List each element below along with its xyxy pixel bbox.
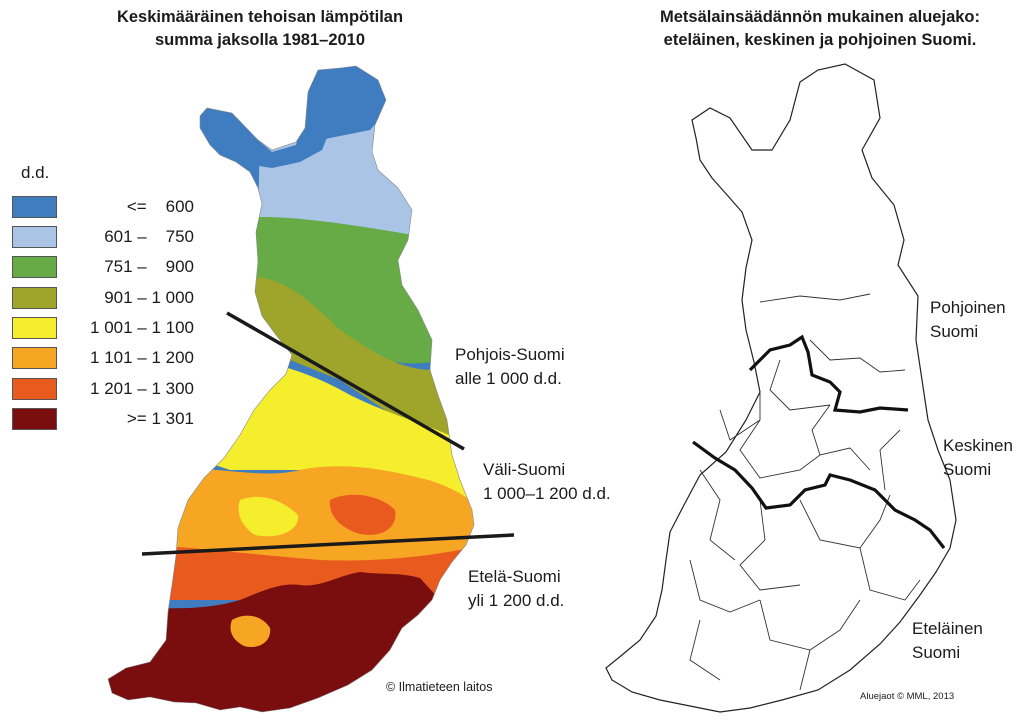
finland-outline-left: [107, 65, 475, 713]
legend-label: 601 – 750: [104, 227, 194, 246]
legend-label: 1 201 – 1 300: [90, 379, 194, 398]
legend-swatch: [12, 287, 57, 309]
legend-item: 601 – 750: [12, 226, 202, 250]
legend-swatch: [12, 256, 57, 278]
temperature-zone: [240, 277, 460, 440]
zone-south-name: Etelä-Suomi: [468, 567, 561, 586]
zone-north-name: Pohjois-Suomi: [455, 345, 565, 364]
finland-outline-right: [605, 63, 957, 713]
region-south-line-1: Eteläinen: [912, 619, 983, 638]
credit-left: © Ilmatieteen laitos: [386, 680, 493, 694]
legend-swatch: [12, 408, 57, 430]
temperature-zone: [200, 68, 384, 168]
region-north-line-1: Pohjoinen: [930, 298, 1006, 317]
zone-label-middle: Väli-Suomi 1 000–1 200 d.d.: [483, 458, 611, 506]
legend-swatch: [12, 378, 57, 400]
region-label-south: Eteläinen Suomi: [912, 617, 983, 665]
legend-label: 1 101 – 1 200: [90, 348, 194, 367]
legend-item: 901 – 1 000: [12, 287, 202, 311]
right-map-title: Metsälainsäädännön mukainen aluejako: et…: [620, 6, 1020, 52]
municipal-borders: [689, 293, 921, 691]
zone-label-south: Etelä-Suomi yli 1 200 d.d.: [468, 565, 564, 613]
region-border-north: [748, 334, 909, 414]
legend-swatch: [12, 317, 57, 339]
credit-right: Aluejaot © MML, 2013: [860, 691, 955, 702]
zone-label-north: Pohjois-Suomi alle 1 000 d.d.: [455, 343, 565, 391]
legend-label: <= 600: [126, 197, 194, 216]
left-map-title: Keskimääräinen tehoisan lämpötilan summa…: [95, 6, 425, 52]
region-label-middle: Keskinen Suomi: [943, 434, 1013, 482]
legend-label: >= 1 301: [126, 409, 194, 428]
region-border-south: [692, 440, 946, 549]
right-title-line-1: Metsälainsäädännön mukainen aluejako:: [659, 8, 980, 26]
region-south-line-2: Suomi: [912, 643, 961, 662]
region-middle-line-1: Keskinen: [943, 436, 1013, 455]
legend-item: 1 001 – 1 100: [12, 317, 202, 341]
legend-item: 1 201 – 1 300: [12, 378, 202, 402]
legend-swatch: [12, 347, 57, 369]
legend-item: 751 – 900: [12, 256, 202, 280]
region-label-north: Pohjoinen Suomi: [930, 296, 1006, 344]
legend-item: <= 600: [12, 196, 202, 220]
temperature-zone: [230, 615, 271, 648]
temperature-zone: [329, 494, 396, 535]
right-title-line-2: eteläinen, keskinen ja pohjoinen Suomi.: [663, 31, 977, 49]
temperature-zone: [238, 496, 299, 537]
left-title-line-2: summa jaksolla 1981–2010: [154, 31, 366, 49]
region-north-line-2: Suomi: [930, 322, 979, 341]
zone-middle-range: 1 000–1 200 d.d.: [483, 484, 611, 503]
legend-swatch: [12, 226, 57, 248]
zone-south-range: yli 1 200 d.d.: [468, 591, 565, 610]
region-middle-line-2: Suomi: [943, 460, 992, 479]
temperature-zone: [240, 216, 440, 364]
zone-divider-north: [226, 311, 465, 451]
legend-title: d.d.: [21, 163, 50, 182]
legend-swatch: [12, 196, 57, 218]
legend-label: 751 – 900: [104, 257, 194, 276]
zone-middle-name: Väli-Suomi: [483, 460, 566, 479]
zone-north-range: alle 1 000 d.d.: [455, 369, 562, 388]
legend-item: >= 1 301: [12, 408, 202, 432]
legend-label: 901 – 1 000: [104, 288, 194, 307]
left-title-line-1: Keskimääräinen tehoisan lämpötilan: [116, 8, 404, 26]
legend-item: 1 101 – 1 200: [12, 347, 202, 371]
zone-divider-south: [141, 533, 515, 556]
legend-label: 1 001 – 1 100: [90, 318, 194, 337]
